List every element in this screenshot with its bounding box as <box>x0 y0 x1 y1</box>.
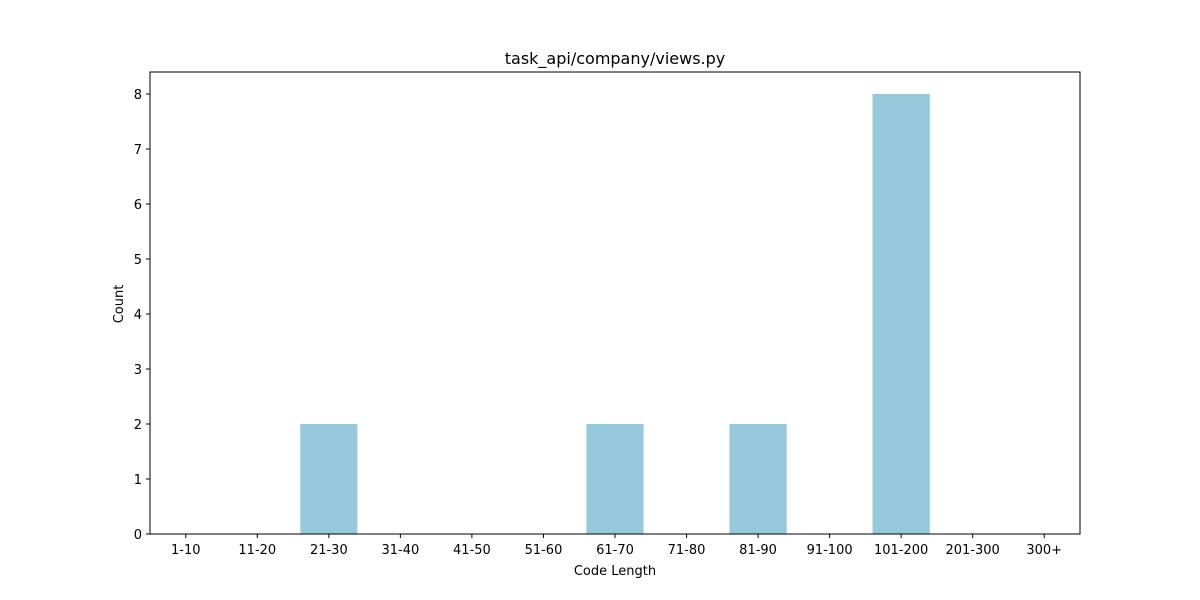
x-tick-label: 11-20 <box>238 543 276 558</box>
y-tick-label: 0 <box>134 528 142 543</box>
x-axis-label: Code Length <box>574 564 656 579</box>
bar-21-30 <box>300 424 358 534</box>
x-tick-label: 71-80 <box>668 543 706 558</box>
y-tick-label: 1 <box>134 473 142 488</box>
y-tick-label: 6 <box>134 198 142 213</box>
x-tick-label: 91-100 <box>807 543 853 558</box>
y-axis-ticks: 0 1 2 3 4 5 6 7 8 <box>134 88 150 543</box>
y-tick-label: 5 <box>134 253 142 268</box>
bar-61-70 <box>586 424 644 534</box>
x-tick-label: 201-300 <box>946 543 1000 558</box>
y-tick-label: 2 <box>134 418 142 433</box>
y-tick-label: 7 <box>134 143 142 158</box>
x-tick-label: 101-200 <box>874 543 928 558</box>
x-tick-label: 81-90 <box>739 543 777 558</box>
chart-title: task_api/company/views.py <box>505 49 726 69</box>
x-tick-label: 61-70 <box>596 543 634 558</box>
x-tick-label: 31-40 <box>381 543 419 558</box>
x-axis-ticks: 1-10 11-20 21-30 31-40 41-50 51-60 61-70 71-80 8… <box>171 534 1062 558</box>
x-tick-label: 41-50 <box>453 543 491 558</box>
x-tick-label: 300+ <box>1026 543 1062 558</box>
bar-101-200 <box>872 94 930 534</box>
plot-frame <box>149 71 1081 535</box>
y-tick-label: 8 <box>134 88 142 103</box>
x-tick-label: 1-10 <box>171 543 201 558</box>
bars-layer <box>300 94 930 534</box>
bar-81-90 <box>729 424 787 534</box>
x-tick-label: 21-30 <box>310 543 348 558</box>
y-tick-label: 3 <box>134 363 142 378</box>
y-tick-label: 4 <box>134 308 142 323</box>
y-axis-label: Count <box>112 285 127 324</box>
x-tick-label: 51-60 <box>525 543 563 558</box>
